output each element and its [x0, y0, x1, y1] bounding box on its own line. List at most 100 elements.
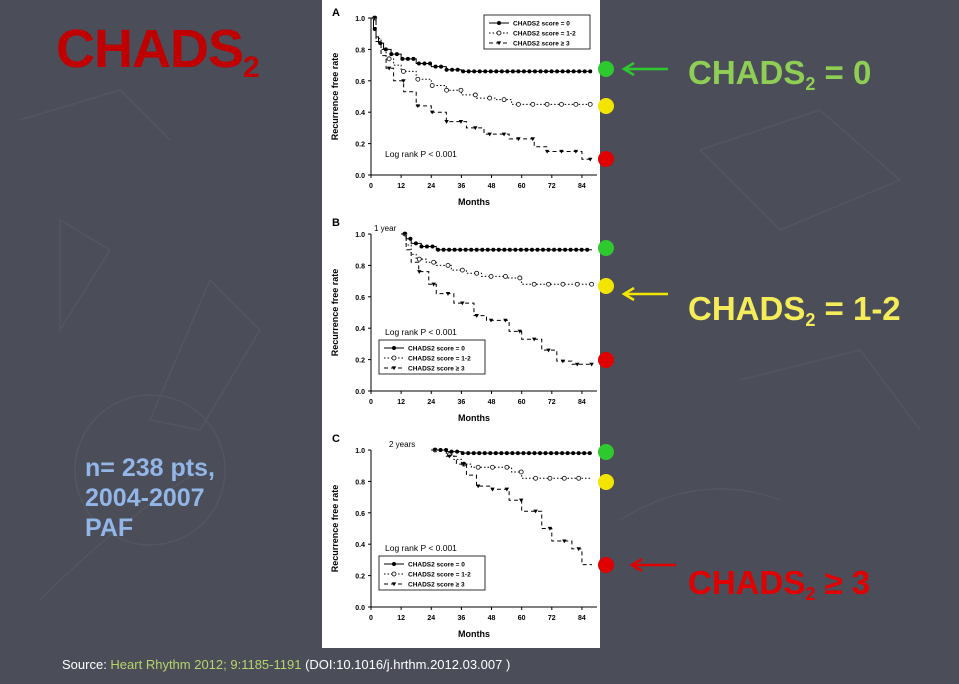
legend-entry: CHADS2 score ≥ 3: [408, 366, 465, 373]
censor-mark: [488, 69, 493, 74]
censor-mark: [447, 247, 452, 252]
x-tick-label: 84: [578, 615, 586, 622]
censor-mark: [574, 281, 580, 287]
y-tick-label: 1.0: [355, 232, 365, 239]
censor-mark: [503, 273, 508, 279]
censor-mark: [477, 451, 482, 456]
y-tick-label: 0.6: [355, 511, 365, 518]
censor-mark: [455, 449, 460, 454]
km-curve-3: [431, 449, 592, 566]
y-tick-label: 0.0: [355, 173, 365, 180]
censor-mark: [531, 281, 537, 287]
censor-mark: [530, 101, 536, 107]
red-dot-c: [598, 557, 614, 573]
censor-mark: [549, 69, 554, 74]
source-journal-link[interactable]: Heart Rhythm 2012; 9:1185-1191: [110, 657, 302, 672]
censor-mark: [416, 256, 422, 262]
censor-mark: [401, 68, 406, 74]
censor-mark: [568, 247, 573, 252]
censor-mark: [415, 76, 421, 82]
red-dot-a: [598, 151, 614, 167]
censor-mark: [531, 337, 537, 342]
censor-mark: [576, 451, 581, 456]
censor-mark: [527, 69, 532, 74]
censor-mark: [543, 451, 548, 456]
censor-mark: [491, 247, 496, 252]
censor-mark: [466, 451, 471, 456]
x-tick-label: 84: [578, 183, 586, 190]
y-tick-label: 0.2: [355, 358, 365, 365]
censor-mark: [560, 69, 565, 74]
censor-mark: [475, 464, 481, 470]
y-tick-label: 0.6: [355, 79, 365, 86]
censor-mark: [386, 66, 392, 71]
censor-mark: [546, 348, 551, 353]
x-tick-label: 0: [369, 615, 373, 622]
censor-mark: [429, 83, 435, 88]
y-tick-label: 1.0: [355, 448, 365, 455]
censor-mark: [444, 67, 449, 72]
censor-mark: [532, 451, 537, 456]
censor-mark: [566, 69, 571, 74]
y-tick-label: 0.2: [355, 574, 365, 581]
y-tick-label: 0.0: [355, 605, 365, 612]
censor-mark: [386, 56, 392, 62]
x-tick-label: 48: [488, 615, 496, 622]
km-figure-svg: A 0.0 0.2 0.4 0.6 0.8 1.0 0 12 24 36 48 60 72 84 Months…: [330, 7, 597, 639]
censor-mark: [445, 262, 451, 268]
censor-mark: [530, 137, 535, 142]
censor-mark: [588, 157, 593, 162]
x-tick-label: 36: [458, 183, 466, 190]
censor-mark: [503, 318, 508, 323]
censor-mark: [515, 451, 520, 456]
legend-box: [483, 14, 591, 50]
censor-mark: [422, 61, 427, 66]
legend-marker: [391, 571, 397, 577]
censor-mark: [537, 451, 542, 456]
legend-entry: CHADS2 score = 0: [408, 346, 465, 353]
censor-mark: [585, 247, 590, 252]
censor-mark: [504, 451, 509, 456]
censor-mark: [416, 61, 421, 66]
censor-mark: [541, 247, 546, 252]
censor-mark: [449, 449, 454, 454]
censor-mark: [517, 275, 523, 281]
censor-mark: [521, 451, 526, 456]
x-tick-label: 12: [397, 615, 405, 622]
censor-mark: [554, 451, 559, 456]
landmark-note: 1 year: [374, 224, 397, 233]
censor-mark: [490, 464, 495, 470]
censor-mark: [494, 69, 499, 74]
censor-mark: [544, 69, 549, 74]
censor-mark: [574, 247, 579, 252]
censor-mark: [587, 101, 593, 107]
censor-mark: [560, 281, 566, 287]
censor-mark: [458, 87, 464, 93]
censor-mark: [560, 359, 566, 364]
censor-mark: [576, 475, 582, 481]
source-citation: Source: Heart Rhythm 2012; 9:1185-1191 (…: [62, 657, 511, 672]
censor-mark: [488, 318, 494, 323]
panel-letter: B: [332, 217, 340, 229]
landmark-note: 2 years: [389, 440, 415, 449]
x-tick-label: 60: [518, 615, 526, 622]
censor-mark: [559, 149, 564, 154]
censor-mark: [413, 241, 418, 246]
legend-entry: CHADS2 score ≥ 3: [408, 582, 465, 589]
censor-mark: [474, 270, 480, 276]
censor-mark: [529, 247, 534, 252]
censor-mark: [547, 526, 553, 531]
censor-mark: [504, 464, 510, 470]
legend-entry: CHADS2 score = 1-2: [408, 356, 471, 363]
censor-mark: [561, 475, 567, 481]
x-tick-label: 72: [548, 399, 556, 406]
censor-mark: [560, 451, 565, 456]
censor-mark: [400, 56, 405, 61]
legend-entry: CHADS2 score = 1-2: [408, 572, 471, 579]
censor-mark: [461, 462, 466, 467]
km-panel-C: C 0.0 0.2 0.4 0.6 0.8 1.0 0 12 24 36 48 60 72 84 Months…: [330, 433, 597, 639]
legend-marker: [496, 41, 502, 46]
km-panel-A: A 0.0 0.2 0.4 0.6 0.8 1.0 0 12 24 36 48 60 72 84 Months…: [330, 7, 597, 207]
censor-mark: [408, 236, 413, 241]
censor-mark: [444, 87, 449, 93]
